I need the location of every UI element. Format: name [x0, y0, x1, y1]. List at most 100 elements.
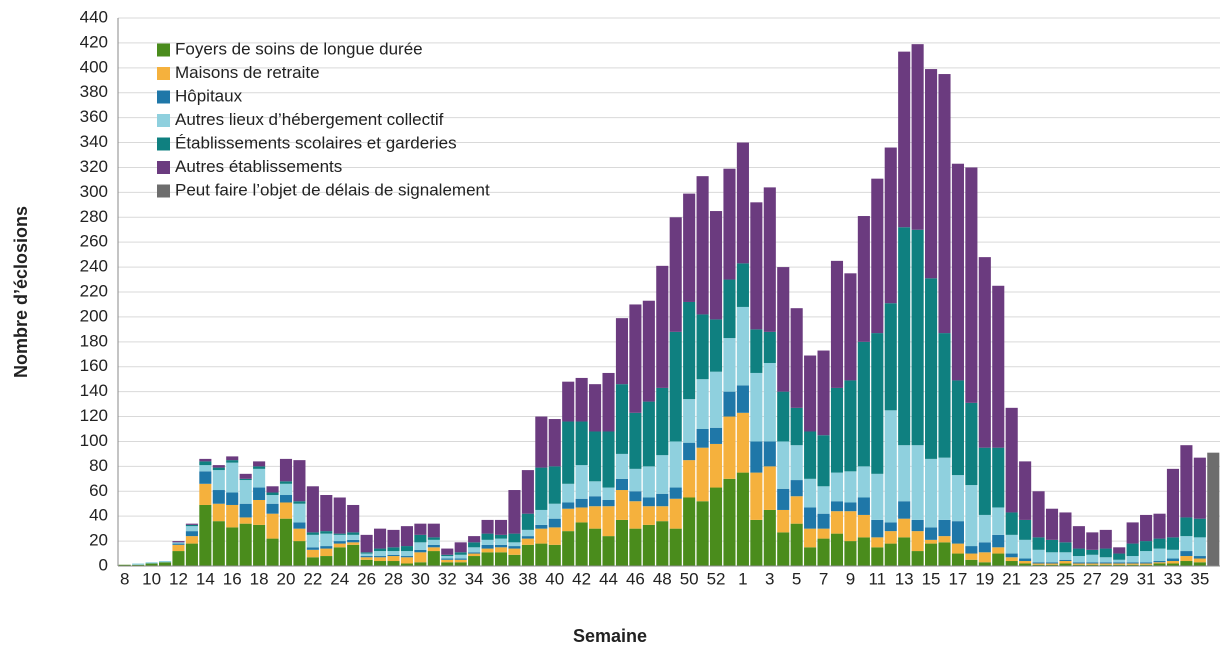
legend-swatch — [157, 184, 170, 198]
bar-segment — [1072, 526, 1085, 549]
bar-segment — [347, 504, 360, 533]
bar-segment — [790, 407, 803, 446]
bar-segment — [642, 401, 655, 467]
bar-segment — [575, 465, 588, 499]
bar-segment — [1072, 556, 1085, 563]
bar-segment — [118, 564, 131, 566]
bar-segment — [817, 486, 830, 514]
bar-segment — [830, 511, 844, 534]
bar-segment — [481, 548, 494, 553]
bar-segment — [199, 483, 212, 505]
bar-segment — [468, 556, 481, 566]
bar-segment — [615, 318, 629, 385]
x-tick-label: 44 — [599, 569, 618, 588]
y-tick-label: 60 — [89, 481, 108, 500]
bar-segment — [589, 506, 602, 529]
bar-segment — [1032, 563, 1045, 565]
bar-segment — [306, 532, 319, 535]
bar-segment — [965, 553, 978, 560]
bar-segment — [427, 544, 440, 548]
bar-segment — [320, 546, 333, 549]
bar-segment — [279, 518, 293, 566]
bar-segment — [978, 257, 991, 448]
bar-segment — [374, 561, 387, 566]
bar-segment — [804, 431, 817, 479]
bar-segment — [1099, 562, 1112, 564]
x-tick-label: 40 — [545, 569, 564, 588]
bar-segment — [1005, 557, 1018, 562]
bar-segment — [629, 501, 642, 529]
bar-segment — [1193, 457, 1206, 519]
bar-segment — [871, 547, 884, 566]
bar-segment — [279, 502, 293, 519]
x-tick-label: 30 — [411, 569, 430, 588]
bar-segment — [414, 534, 427, 543]
bar-segment — [1099, 548, 1112, 558]
bar-segment — [1126, 563, 1139, 565]
bar-segment — [763, 187, 776, 332]
bar-segment — [683, 301, 696, 400]
y-tick-label: 420 — [80, 32, 108, 51]
bar-segment — [347, 542, 360, 545]
bar-segment — [1059, 542, 1072, 553]
x-tick-label: 31 — [1137, 569, 1156, 588]
bar-segment — [1059, 512, 1072, 543]
bar-segment — [454, 558, 467, 560]
bar-segment — [387, 561, 400, 566]
bar-segment — [521, 536, 534, 539]
bar-segment — [1032, 491, 1045, 538]
bar-segment — [226, 456, 239, 461]
bar-segment — [669, 498, 682, 529]
bar-segment — [804, 547, 817, 566]
bar-segment — [454, 559, 467, 563]
bar-segment — [615, 519, 629, 566]
bar-segment — [212, 490, 225, 504]
bar-segment — [333, 541, 346, 544]
bar-segment — [911, 445, 924, 520]
y-tick-label: 340 — [80, 132, 108, 151]
bar-segment — [441, 558, 454, 560]
bar-segment — [226, 527, 239, 566]
y-axis-title: Nombre d’éclosions — [11, 206, 31, 378]
x-tick-label: 27 — [1083, 569, 1102, 588]
bar-segment — [938, 333, 951, 458]
bar-segment — [508, 548, 521, 555]
bar-segment — [548, 527, 561, 545]
bar-segment — [1166, 468, 1180, 538]
bar-segment — [172, 541, 185, 543]
legend-swatch — [157, 137, 170, 151]
bar-segment — [427, 547, 440, 552]
bar-segment — [817, 538, 830, 566]
bar-segment — [817, 528, 830, 539]
bar-segment — [736, 306, 749, 386]
bar-segment — [158, 561, 172, 563]
bar-segment — [199, 465, 212, 472]
x-tick-label: 8 — [120, 569, 129, 588]
bar-segment — [360, 556, 373, 558]
bar-segment — [279, 481, 293, 484]
bar-segment — [387, 547, 400, 552]
bar-segment — [978, 447, 991, 515]
bar-segment — [844, 471, 857, 503]
bar-segment — [736, 412, 749, 473]
bar-segment — [884, 147, 897, 304]
bar-segment — [481, 544, 494, 549]
bar-segment — [884, 410, 897, 523]
bar-segment — [575, 377, 588, 422]
bar-segment — [1113, 564, 1126, 566]
bar-segment — [938, 74, 951, 334]
bar-segment — [871, 178, 884, 334]
bar-segment — [1005, 512, 1018, 535]
bar-segment — [830, 533, 844, 566]
bar-segment — [1045, 539, 1059, 553]
bar-segment — [562, 381, 575, 422]
bar-segment — [266, 513, 279, 539]
bar-segment — [723, 416, 736, 479]
bar-segment — [387, 551, 400, 555]
bar-segment — [1032, 537, 1045, 550]
bar-segment — [212, 503, 225, 522]
y-tick-label: 160 — [80, 356, 108, 375]
bar-segment — [1099, 563, 1112, 565]
bar-segment — [1140, 541, 1153, 552]
bar-segment — [589, 528, 602, 566]
